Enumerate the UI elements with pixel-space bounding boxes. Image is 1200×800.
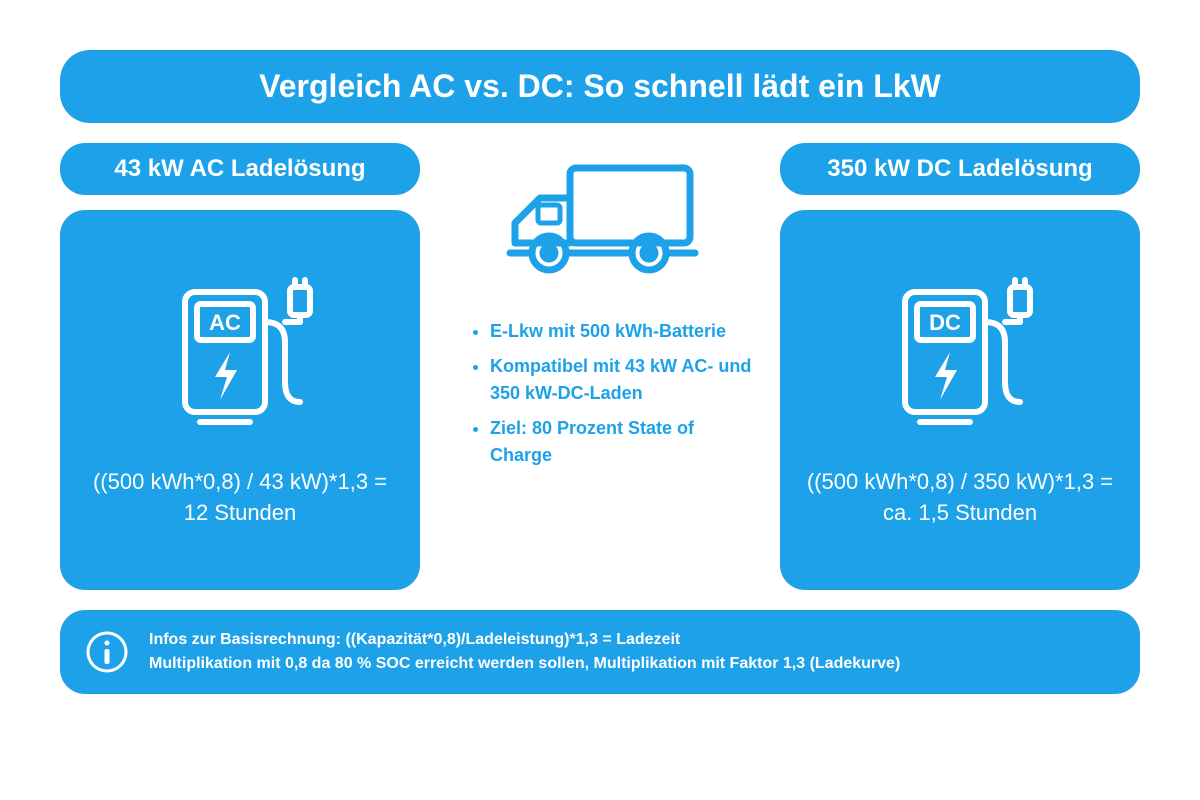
footer-text: Infos zur Basisrechnung: ((Kapazität*0,8… xyxy=(149,628,900,676)
ac-charger-icon: AC xyxy=(165,272,315,442)
bullet-item: Ziel: 80 Prozent State of Charge xyxy=(490,415,760,469)
middle-column: E-Lkw mit 500 kWh-Batterie Kompatibel mi… xyxy=(440,143,760,590)
page-title: Vergleich AC vs. DC: So schnell lädt ein… xyxy=(90,68,1110,105)
footer-info: Infos zur Basisrechnung: ((Kapazität*0,8… xyxy=(60,610,1140,694)
spec-bullets: E-Lkw mit 500 kWh-Batterie Kompatibel mi… xyxy=(470,318,760,477)
left-subheader: 43 kW AC Ladelösung xyxy=(60,143,420,195)
truck-icon xyxy=(500,153,700,283)
right-formula: ((500 kWh*0,8) / 350 kW)*1,3 = ca. 1,5 S… xyxy=(800,467,1120,529)
bullet-item: E-Lkw mit 500 kWh-Batterie xyxy=(490,318,760,345)
right-column: 350 kW DC Ladelösung DC ((500 kWh*0,8 xyxy=(780,143,1140,590)
comparison-columns: 43 kW AC Ladelösung AC ((500 kWh*0,8) xyxy=(60,143,1140,590)
ac-label: AC xyxy=(209,310,241,335)
bullet-item: Kompatibel mit 43 kW AC- und 350 kW-DC-L… xyxy=(490,353,760,407)
footer-line2: Multiplikation mit 0,8 da 80 % SOC errei… xyxy=(149,652,900,676)
right-subheader: 350 kW DC Ladelösung xyxy=(780,143,1140,195)
info-icon xyxy=(85,630,129,674)
dc-charger-icon: DC xyxy=(885,272,1035,442)
dc-label: DC xyxy=(929,310,961,335)
left-card: AC ((500 kWh*0,8) / 43 kW)*1,3 = 12 Stun… xyxy=(60,210,420,590)
footer-line1: Infos zur Basisrechnung: ((Kapazität*0,8… xyxy=(149,628,900,652)
header-banner: Vergleich AC vs. DC: So schnell lädt ein… xyxy=(60,50,1140,123)
right-card: DC ((500 kWh*0,8) / 350 kW)*1,3 = ca. 1,… xyxy=(780,210,1140,590)
left-formula: ((500 kWh*0,8) / 43 kW)*1,3 = 12 Stunden xyxy=(80,467,400,529)
left-column: 43 kW AC Ladelösung AC ((500 kWh*0,8) xyxy=(60,143,420,590)
